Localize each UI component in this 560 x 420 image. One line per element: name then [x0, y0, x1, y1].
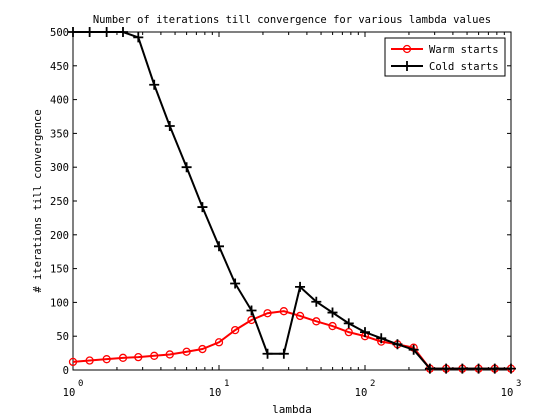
data-point: [118, 353, 128, 362]
data-point: [457, 363, 468, 374]
data-point: [230, 278, 241, 289]
y-tick-label: 500: [50, 27, 69, 39]
y-tick-label: 150: [50, 264, 69, 276]
data-point: [246, 305, 257, 316]
y-tick-label: 350: [50, 128, 69, 140]
x-axis-label: lambda: [272, 403, 312, 416]
data-point: [214, 241, 224, 252]
data-point: [84, 27, 95, 37]
series-line: [73, 31, 511, 370]
data-point: [424, 363, 435, 374]
y-axis-label: # iterations till convergence: [32, 109, 44, 292]
chart-title: Number of iterations till convergence fo…: [93, 14, 491, 26]
data-point: [181, 162, 192, 173]
y-tick-label: 50: [56, 331, 69, 343]
data-point: [312, 317, 321, 326]
data-point: [149, 79, 160, 90]
data-point: [376, 333, 387, 344]
data-point: [392, 339, 403, 350]
legend-marker: [402, 44, 412, 54]
legend-box: [384, 37, 506, 77]
y-tick-label: 300: [50, 162, 69, 174]
data-point: [262, 348, 273, 359]
data-point: [489, 363, 500, 374]
x-tick-label-base: 10: [355, 387, 368, 399]
data-point: [343, 318, 354, 329]
data-point: [295, 281, 306, 292]
data-point: [441, 363, 452, 374]
y-tick-label: 250: [50, 196, 69, 208]
x-tick-label-exp: 2: [370, 379, 375, 389]
data-point: [134, 353, 143, 362]
data-point: [101, 27, 112, 37]
y-tick-label: 100: [50, 297, 69, 309]
data-point: [295, 311, 305, 321]
legend: Warm starts Cold starts: [384, 37, 506, 77]
x-tick-label-base: 10: [209, 387, 222, 399]
y-tick-label: 450: [50, 61, 69, 73]
data-point: [165, 350, 174, 359]
data-point: [150, 351, 159, 360]
x-tick-label-base: 10: [63, 387, 76, 399]
data-point: [214, 338, 224, 347]
x-tick-label-base: 10: [501, 387, 514, 399]
data-point: [68, 357, 78, 367]
x-tick-label-exp: 1: [224, 379, 229, 389]
series-cold-starts: [68, 27, 516, 374]
data-point: [182, 347, 191, 356]
data-point: [360, 327, 370, 338]
data-point: [506, 363, 516, 374]
legend-marker: [402, 61, 412, 71]
y-tick-label: 400: [50, 95, 69, 107]
legend-label: Warm starts: [429, 44, 499, 56]
data-point: [85, 356, 94, 365]
data-point: [311, 296, 322, 307]
series-layer: [68, 27, 516, 374]
data-point: [408, 344, 419, 355]
data-point: [133, 32, 144, 43]
data-point: [278, 348, 289, 359]
data-point: [473, 363, 484, 374]
data-point: [198, 344, 207, 354]
data-point: [344, 327, 353, 337]
data-point: [328, 321, 337, 331]
data-point: [263, 309, 272, 318]
y-tick-label: 200: [50, 230, 69, 242]
data-point: [230, 325, 240, 335]
data-point: [68, 27, 78, 37]
data-point: [327, 307, 338, 318]
axis-ticks: 0501001502002503003504004505001001011021…: [50, 27, 521, 399]
data-point: [164, 120, 175, 131]
data-point: [117, 27, 128, 37]
x-tick-label-exp: 0: [78, 379, 83, 389]
data-point: [279, 307, 288, 316]
data-point: [197, 202, 208, 213]
data-point: [102, 355, 111, 364]
legend-label: Cold starts: [429, 61, 499, 73]
y-tick-label: 0: [63, 365, 69, 377]
x-tick-label-exp: 3: [516, 379, 521, 389]
